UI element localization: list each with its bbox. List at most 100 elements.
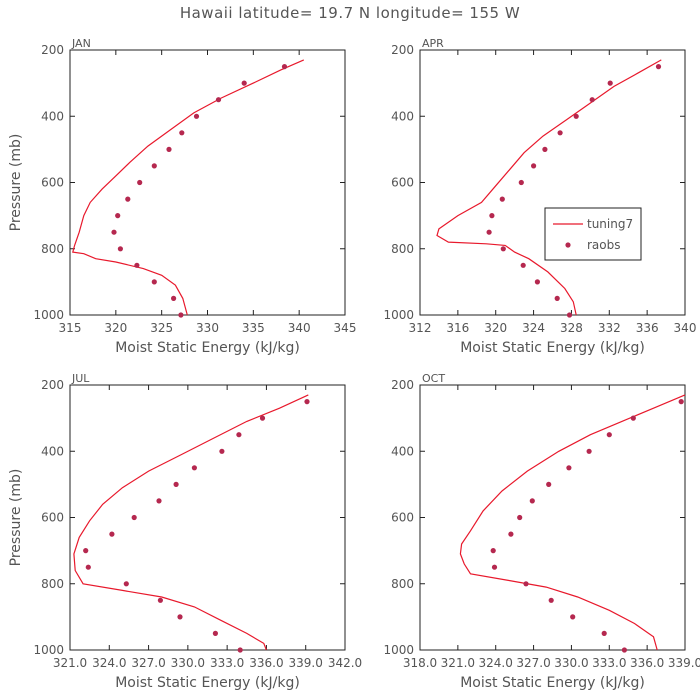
model-profile-line <box>72 59 305 316</box>
raob-point <box>601 630 607 637</box>
raob-point <box>554 295 560 301</box>
raob-point <box>586 448 592 454</box>
raob-point <box>566 312 573 318</box>
raob-point <box>137 179 143 186</box>
y-tick-label: 800 <box>41 242 64 256</box>
x-tick-label: 330 <box>196 321 219 335</box>
raob-point <box>191 465 197 471</box>
y-tick-label: 200 <box>391 43 414 57</box>
raob-point <box>157 597 163 603</box>
y-tick-label: 400 <box>391 109 414 123</box>
raob-point <box>606 432 612 438</box>
legend-entry-model: tuning7 <box>587 217 633 231</box>
raob-point <box>178 312 184 318</box>
raob-point <box>219 448 225 454</box>
raob-point <box>171 295 177 301</box>
raob-point <box>655 64 662 70</box>
raob-point <box>499 196 505 202</box>
x-tick-label: 340 <box>288 321 311 335</box>
raob-point <box>589 97 595 103</box>
y-tick-label: 600 <box>391 176 414 190</box>
raob-point <box>491 564 498 570</box>
raob-point <box>109 531 115 537</box>
x-axis-label: Moist Static Energy (kJ/kg) <box>115 675 300 691</box>
raob-point <box>236 432 242 438</box>
raob-point <box>151 163 157 169</box>
raob-point <box>548 597 554 603</box>
raob-point <box>304 399 310 405</box>
raob-point <box>83 548 89 554</box>
legend-entry-obs: raobs <box>587 238 621 252</box>
raob-point <box>557 130 563 136</box>
raob-point <box>531 163 537 169</box>
x-tick-label: 339.0 <box>668 656 700 670</box>
panel-frame <box>69 384 346 651</box>
raob-point <box>570 614 576 620</box>
raob-point <box>125 196 131 202</box>
raob-point <box>131 514 137 521</box>
x-tick-label: 316 <box>446 321 469 335</box>
x-tick-label: 325 <box>150 321 173 335</box>
y-tick-label: 600 <box>41 176 64 190</box>
raob-point <box>156 498 162 504</box>
raob-point <box>259 415 266 421</box>
x-tick-label: 336.0 <box>249 656 283 670</box>
x-tick-label: 315 <box>59 321 82 335</box>
y-tick-label: 800 <box>391 577 414 591</box>
y-tick-label: 400 <box>391 444 414 458</box>
y-tick-label: 800 <box>391 242 414 256</box>
raob-point <box>566 465 572 471</box>
x-axis-label: Moist Static Energy (kJ/kg) <box>460 675 645 691</box>
x-tick-label: 312 <box>409 321 432 335</box>
x-tick-label: 333.0 <box>210 656 244 670</box>
raob-point <box>508 531 514 537</box>
x-tick-label: 327.0 <box>131 656 165 670</box>
legend-marker-swatch <box>565 242 571 248</box>
y-axis-label: Pressure (mb) <box>8 134 24 232</box>
panel-label: APR <box>422 37 444 50</box>
y-tick-label: 1000 <box>383 308 414 322</box>
x-tick-label: 339.0 <box>289 656 323 670</box>
raob-point <box>151 279 157 285</box>
x-tick-label: 321.0 <box>53 656 87 670</box>
raob-point <box>630 415 636 421</box>
x-tick-label: 336.0 <box>630 656 664 670</box>
raob-point <box>237 647 243 653</box>
raob-point <box>523 581 529 587</box>
panel-frame <box>419 49 686 316</box>
raob-point <box>177 614 183 620</box>
y-tick-label: 600 <box>41 511 64 525</box>
raob-point <box>212 630 218 637</box>
x-tick-label: 328 <box>560 321 583 335</box>
panel-label: JUL <box>71 372 90 385</box>
x-tick-label: 320 <box>104 321 127 335</box>
raob-point <box>517 514 523 521</box>
x-tick-label: 318.0 <box>403 656 437 670</box>
raob-point <box>123 581 129 587</box>
raob-point <box>520 262 526 268</box>
raob-point <box>529 498 535 504</box>
y-tick-label: 1000 <box>33 308 64 322</box>
raob-point <box>573 113 579 119</box>
x-tick-label: 320 <box>484 321 507 335</box>
raob-point <box>215 97 222 103</box>
x-axis-label: Moist Static Energy (kJ/kg) <box>115 340 300 356</box>
y-tick-label: 800 <box>41 577 64 591</box>
raob-point <box>117 246 123 252</box>
legend-box <box>544 207 642 261</box>
raob-point <box>534 279 541 285</box>
raob-point <box>518 179 524 186</box>
page-title: Hawaii latitude= 19.7 N longitude= 155 W <box>179 4 521 22</box>
y-tick-label: 600 <box>391 511 414 525</box>
x-tick-label: 327.0 <box>516 656 550 670</box>
raob-point <box>500 246 506 252</box>
raob-point <box>607 80 613 86</box>
x-tick-label: 333.0 <box>592 656 626 670</box>
y-tick-label: 200 <box>41 43 64 57</box>
raob-point <box>115 213 121 219</box>
panel-frame <box>419 384 686 651</box>
y-tick-label: 400 <box>41 109 64 123</box>
x-tick-label: 342.0 <box>328 656 362 670</box>
raob-point <box>489 213 495 219</box>
